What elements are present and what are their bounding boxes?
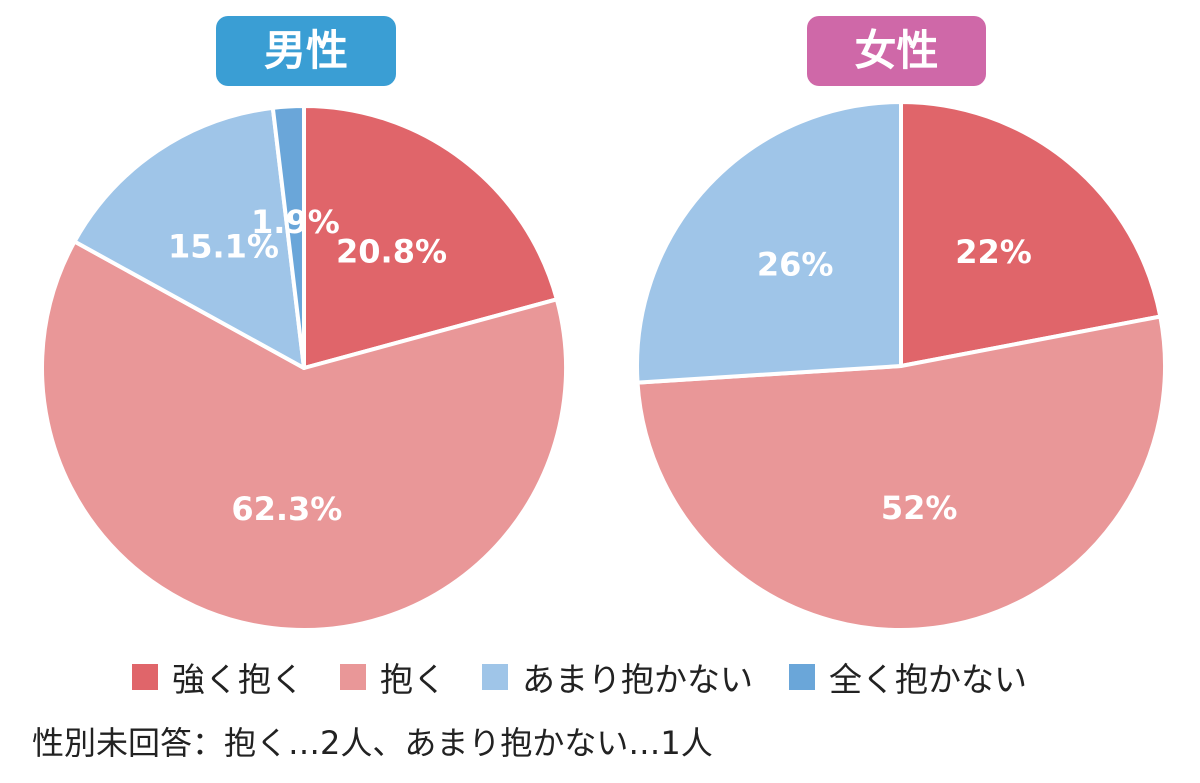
legend-swatch-hold — [340, 664, 366, 690]
pie-chart-female: 22% 52% 26% — [635, 100, 1167, 632]
slice-female-rarely — [635, 100, 903, 385]
data-label-female-strong: 22% — [955, 233, 1032, 271]
chart-title-male: 男性 — [216, 16, 396, 86]
data-label-male-hold: 62.3% — [231, 490, 342, 528]
legend-label-hold: 抱く — [380, 660, 446, 699]
legend-item-strong: 強く抱く — [132, 653, 304, 701]
slice-female-strong — [899, 100, 1163, 368]
data-label-male-strong: 20.8% — [336, 233, 447, 271]
data-label-female-hold: 52% — [881, 489, 958, 527]
pie-chart-male: 20.8% 62.3% 15.1%1.9% — [40, 104, 568, 632]
slice-female-hold — [635, 314, 1167, 632]
data-label-male-rarely: 15.1% — [168, 228, 279, 266]
legend-swatch-never — [789, 664, 815, 690]
data-label-female-rarely: 26% — [757, 246, 834, 284]
chart-title-female: 女性 — [807, 16, 986, 86]
footnote: 性別未回答：抱く…2人、あまり抱かない…1人 — [32, 724, 713, 762]
legend-item-hold: 抱く — [340, 653, 446, 701]
legend: 強く抱く 抱く あまり抱かない 全く抱かない — [132, 654, 1063, 700]
data-label-male-never: 1.9% — [251, 203, 340, 241]
slice-male-strong — [302, 104, 559, 370]
legend-label-strong: 強く抱く — [172, 660, 304, 699]
legend-label-never: 全く抱かない — [829, 660, 1027, 699]
legend-label-rarely: あまり抱かない — [522, 660, 753, 699]
slice-male-rarely — [72, 105, 306, 370]
legend-item-rarely: あまり抱かない — [482, 653, 753, 701]
slice-male-hold — [40, 239, 568, 632]
legend-swatch-strong — [132, 664, 158, 690]
legend-swatch-rarely — [482, 664, 508, 690]
slice-male-never — [270, 104, 306, 370]
legend-item-never: 全く抱かない — [789, 653, 1027, 701]
